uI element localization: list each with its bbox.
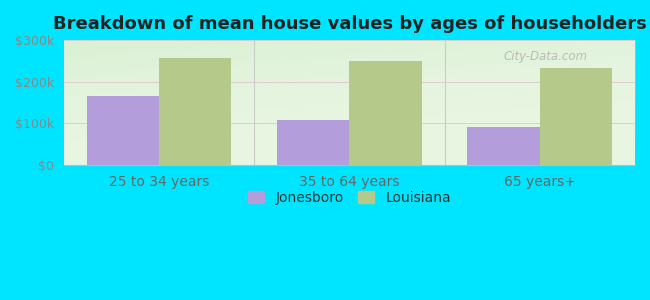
Text: City-Data.com: City-Data.com — [504, 50, 588, 63]
Bar — [350, 61, 422, 165]
Bar — [540, 68, 612, 165]
Title: Breakdown of mean house values by ages of householders: Breakdown of mean house values by ages o… — [53, 15, 646, 33]
Bar — [277, 120, 350, 165]
Bar — [86, 96, 159, 165]
Legend: Jonesboro, Louisiana: Jonesboro, Louisiana — [242, 185, 457, 210]
Bar — [159, 58, 231, 165]
Bar — [467, 128, 540, 165]
